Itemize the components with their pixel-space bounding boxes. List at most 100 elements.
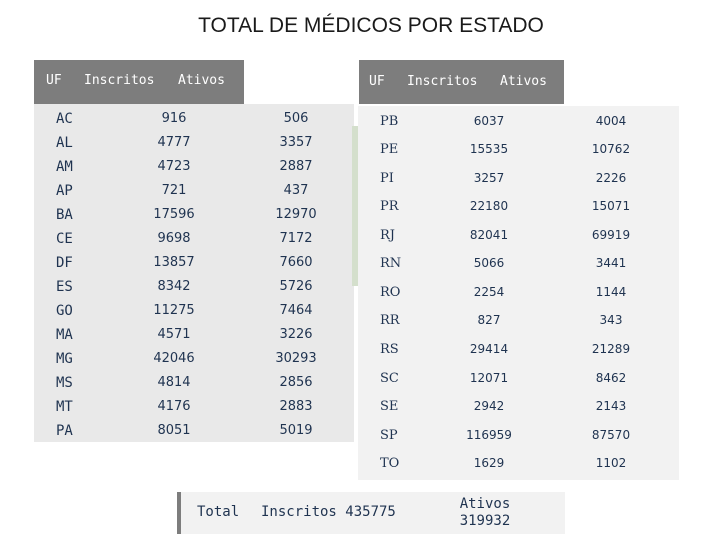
cell-uf: PA [56,423,73,439]
cell-inscritos: 2942 [473,399,505,413]
cell-inscritos: 17596 [153,207,195,222]
cell-inscritos: 4571 [157,327,191,342]
cell-uf: RN [380,256,402,271]
cell-inscritos: 2254 [473,285,505,299]
cell-inscritos: 42046 [153,351,195,366]
total-inscritos: Inscritos 435775 [261,504,396,520]
table-row: AM 4723 2887 [34,159,364,179]
table-row: MA 4571 3226 [34,327,364,347]
cell-uf: GO [56,303,73,319]
table-row: RR 827 343 [358,313,688,333]
cell-uf: SP [380,428,398,443]
total-bar: Total Inscritos 435775 Ativos 319932 [177,492,565,534]
right-table-header: UF Inscritos Ativos [359,60,564,104]
cell-uf: BA [56,207,73,223]
cell-inscritos: 827 [477,313,501,327]
table-row: MT 4176 2883 [34,399,364,419]
cell-ativos: 21289 [591,342,631,356]
cell-uf: MG [56,351,73,367]
table-row: PA 8051 5019 [34,423,364,443]
left-table-panel [34,104,354,442]
cell-uf: CE [56,231,73,247]
cell-inscritos: 4723 [157,159,191,174]
total-label: Total [197,504,240,520]
left-table-header: UF Inscritos Ativos [34,60,244,104]
cell-inscritos: 5066 [473,256,505,270]
cell-inscritos: 4176 [157,399,191,414]
table-row: TO 1629 1102 [358,456,688,476]
cell-uf: MA [56,327,73,343]
table-row: SE 2942 2143 [358,399,688,419]
cell-uf: AL [56,135,73,151]
cell-uf: DF [56,255,73,271]
cell-inscritos: 116959 [466,428,512,442]
total-ativos: Ativos 319932 [443,496,527,530]
table-row: MG 42046 30293 [34,351,364,371]
table-row: MS 4814 2856 [34,375,364,395]
cell-inscritos: 8051 [157,423,191,438]
cell-uf: SC [380,371,399,386]
table-row: CE 9698 7172 [34,231,364,251]
cell-uf: RO [380,285,401,300]
table-row: SC 12071 8462 [358,371,688,391]
cell-ativos: 2226 [595,171,627,185]
table-row: ES 8342 5726 [34,279,364,299]
cell-ativos: 2856 [279,375,313,390]
cell-ativos: 10762 [591,142,631,156]
cell-uf: AC [56,111,73,127]
cell-inscritos: 13857 [153,255,195,270]
cell-ativos: 69919 [591,228,631,242]
cell-inscritos: 82041 [469,228,509,242]
cell-uf: SE [380,399,399,414]
cell-ativos: 5019 [279,423,313,438]
cell-uf: AM [56,159,73,175]
cell-inscritos: 6037 [473,114,505,128]
cell-ativos: 2887 [279,159,313,174]
cell-inscritos: 721 [161,183,187,198]
left-header-ativos: Ativos [178,73,225,88]
cell-inscritos: 3257 [473,171,505,185]
table-row: AP 721 437 [34,183,364,203]
cell-ativos: 8462 [595,371,627,385]
cell-inscritos: 4814 [157,375,191,390]
cell-ativos: 2143 [595,399,627,413]
cell-uf: TO [380,456,400,471]
cell-ativos: 4004 [595,114,627,128]
table-row: DF 13857 7660 [34,255,364,275]
table-row: PE 15535 10762 [358,142,688,162]
divider-strip [352,126,360,286]
cell-ativos: 7464 [279,303,313,318]
cell-inscritos: 15535 [469,142,509,156]
cell-uf: MS [56,375,73,391]
cell-inscritos: 4777 [157,135,191,150]
cell-ativos: 3441 [595,256,627,270]
cell-ativos: 2883 [279,399,313,414]
total-ativos-label: Ativos [459,496,511,512]
cell-ativos: 1144 [595,285,627,299]
table-row: RJ 82041 69919 [358,228,688,248]
cell-uf: MT [56,399,73,415]
cell-inscritos: 22180 [469,199,509,213]
cell-uf: RJ [380,228,395,243]
cell-inscritos: 9698 [157,231,191,246]
cell-inscritos: 916 [161,111,187,126]
table-row: RS 29414 21289 [358,342,688,362]
left-header-uf: UF [46,73,62,88]
cell-uf: RR [380,313,400,328]
table-row: PI 3257 2226 [358,171,688,191]
cell-ativos: 87570 [591,428,631,442]
cell-ativos: 1102 [595,456,627,470]
right-header-ativos: Ativos [500,74,547,89]
cell-uf: PE [380,142,399,157]
page-title: TOTAL DE MÉDICOS POR ESTADO [198,14,544,37]
cell-uf: AP [56,183,73,199]
cell-inscritos: 12071 [469,371,509,385]
table-row: PR 22180 15071 [358,199,688,219]
cell-ativos: 437 [283,183,309,198]
table-row: GO 11275 7464 [34,303,364,323]
table-row: PB 6037 4004 [358,114,688,134]
right-header-inscritos: Inscritos [407,74,478,89]
table-row: BA 17596 12970 [34,207,364,227]
cell-uf: RS [380,342,399,357]
cell-ativos: 5726 [279,279,313,294]
